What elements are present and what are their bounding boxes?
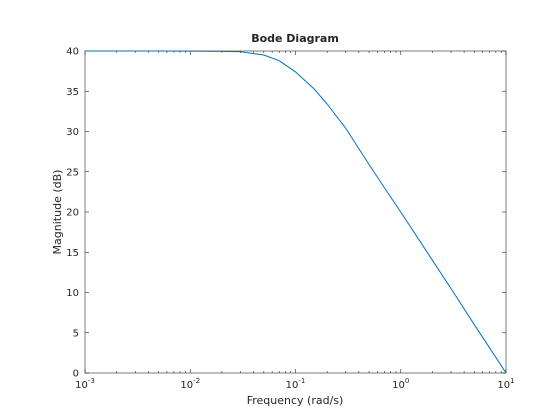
plot-area <box>84 50 507 374</box>
y-tick-label: 0 <box>73 369 79 380</box>
x-tick-label: 10-3 <box>75 377 95 391</box>
x-tick-label: 101 <box>497 377 514 391</box>
magnitude-series-line <box>85 50 507 374</box>
chart-title: Bode Diagram <box>251 32 339 45</box>
y-tick-label: 20 <box>66 208 79 219</box>
y-tick-label: 15 <box>66 248 79 259</box>
y-tick-label: 40 <box>66 47 79 58</box>
x-tick-label: 100 <box>392 377 409 391</box>
x-tick-label: 10-1 <box>286 377 306 391</box>
x-axis-label: Frequency (rad/s) <box>247 394 344 407</box>
y-tick-label: 30 <box>66 127 79 138</box>
y-tick-label: 35 <box>66 87 79 98</box>
y-tick-label: 5 <box>73 328 79 339</box>
y-tick-label: 25 <box>66 167 79 178</box>
y-tick-label: 10 <box>66 288 79 299</box>
x-tick-label: 10-2 <box>180 377 200 391</box>
y-axis-label: Magnitude (dB) <box>51 170 64 255</box>
axis-tick-labels: 10-3 10-2 10-1 100 101 0 5 10 15 20 25 30 35 40 <box>66 47 514 392</box>
